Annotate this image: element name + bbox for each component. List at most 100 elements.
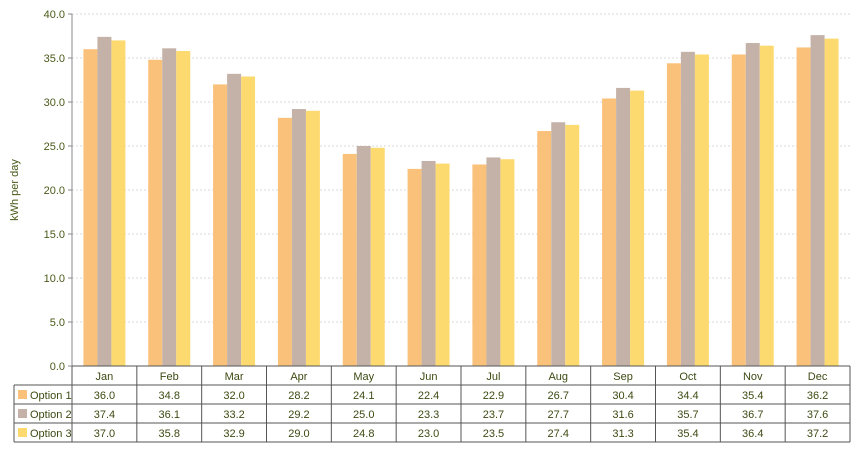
y-axis-title: kWh per day bbox=[9, 159, 21, 221]
legend-label: Option 2 bbox=[30, 409, 72, 421]
x-category-label: Aug bbox=[548, 371, 568, 383]
x-category-label: Dec bbox=[808, 371, 828, 383]
data-table-value: 32.0 bbox=[223, 390, 244, 402]
data-table-value: 31.6 bbox=[612, 409, 633, 421]
data-table-value: 36.1 bbox=[159, 409, 180, 421]
y-tick-label: 25.0 bbox=[44, 141, 65, 153]
data-table-value: 26.7 bbox=[548, 390, 569, 402]
bar bbox=[227, 73, 242, 366]
x-category-label: Jan bbox=[96, 371, 114, 383]
bar bbox=[486, 157, 501, 366]
y-tick-label: 5.0 bbox=[50, 317, 65, 329]
bar bbox=[356, 146, 371, 366]
bar bbox=[342, 153, 357, 366]
data-table-value: 32.9 bbox=[223, 428, 244, 440]
bar bbox=[551, 122, 566, 367]
x-category-label: Mar bbox=[225, 371, 244, 383]
bar bbox=[213, 84, 228, 367]
bar bbox=[97, 36, 112, 366]
data-table-value: 27.4 bbox=[548, 428, 569, 440]
data-table-value: 27.7 bbox=[548, 409, 569, 421]
y-tick-label: 30.0 bbox=[44, 97, 65, 109]
data-table-value: 35.8 bbox=[159, 428, 180, 440]
bar bbox=[407, 168, 422, 366]
bar bbox=[630, 90, 645, 366]
bar bbox=[565, 124, 580, 366]
data-table-value: 23.0 bbox=[418, 428, 439, 440]
y-tick-label: 0.0 bbox=[50, 361, 65, 373]
bar bbox=[277, 117, 292, 366]
data-table-value: 34.8 bbox=[159, 390, 180, 402]
bar bbox=[694, 54, 709, 366]
bar bbox=[537, 131, 552, 366]
bar bbox=[370, 147, 385, 366]
x-category-label: Nov bbox=[743, 371, 763, 383]
data-table-value: 23.5 bbox=[483, 428, 504, 440]
legend-label: Option 3 bbox=[30, 428, 72, 440]
y-tick-label: 35.0 bbox=[44, 53, 65, 65]
bar bbox=[472, 164, 487, 366]
data-table-value: 24.8 bbox=[353, 428, 374, 440]
data-table-value: 34.4 bbox=[677, 390, 698, 402]
bar bbox=[666, 63, 681, 366]
bar bbox=[241, 76, 256, 366]
bar bbox=[305, 110, 320, 366]
bar bbox=[759, 45, 774, 367]
legend-label: Option 1 bbox=[30, 390, 72, 402]
bar bbox=[680, 51, 695, 367]
bar bbox=[111, 40, 126, 367]
legend-key bbox=[18, 390, 27, 399]
data-table-value: 35.4 bbox=[677, 428, 698, 440]
bar bbox=[824, 38, 839, 366]
data-table-value: 36.0 bbox=[94, 390, 115, 402]
data-table-value: 29.2 bbox=[288, 409, 309, 421]
data-table-value: 36.2 bbox=[807, 390, 828, 402]
x-category-label: Sep bbox=[613, 371, 633, 383]
bar bbox=[176, 50, 191, 367]
data-table-value: 22.9 bbox=[483, 390, 504, 402]
data-table-value: 33.2 bbox=[223, 409, 244, 421]
x-category-label: Jun bbox=[420, 371, 438, 383]
data-table-value: 30.4 bbox=[612, 390, 633, 402]
y-tick-label: 20.0 bbox=[44, 185, 65, 197]
data-table-value: 36.4 bbox=[742, 428, 763, 440]
bar bbox=[500, 159, 515, 366]
data-table-value: 24.1 bbox=[353, 390, 374, 402]
bar bbox=[291, 109, 306, 366]
bar bbox=[162, 48, 177, 366]
data-table-value: 23.3 bbox=[418, 409, 439, 421]
data-table-value: 37.6 bbox=[807, 409, 828, 421]
x-category-label: May bbox=[353, 371, 374, 383]
data-table-value: 25.0 bbox=[353, 409, 374, 421]
legend-key bbox=[18, 428, 27, 437]
data-table-value: 31.3 bbox=[612, 428, 633, 440]
bar bbox=[731, 54, 746, 366]
data-table-value: 22.4 bbox=[418, 390, 439, 402]
x-category-label: Oct bbox=[679, 371, 696, 383]
bar bbox=[602, 98, 617, 366]
y-tick-label: 15.0 bbox=[44, 229, 65, 241]
bar bbox=[83, 49, 98, 366]
data-table-value: 35.7 bbox=[677, 409, 698, 421]
y-tick-label: 10.0 bbox=[44, 273, 65, 285]
bar bbox=[148, 59, 163, 366]
bar bbox=[796, 47, 811, 366]
bar bbox=[421, 160, 436, 366]
legend-key bbox=[18, 409, 27, 418]
data-table-value: 28.2 bbox=[288, 390, 309, 402]
bar bbox=[435, 163, 450, 366]
data-table-value: 23.7 bbox=[483, 409, 504, 421]
bar bbox=[745, 43, 760, 366]
data-table-value: 36.7 bbox=[742, 409, 763, 421]
x-category-label: Jul bbox=[486, 371, 500, 383]
data-table-value: 37.0 bbox=[94, 428, 115, 440]
y-tick-label: 40.0 bbox=[44, 9, 65, 21]
data-table-value: 29.0 bbox=[288, 428, 309, 440]
data-table-value: 35.4 bbox=[742, 390, 763, 402]
x-category-label: Apr bbox=[290, 371, 307, 383]
x-category-label: Feb bbox=[160, 371, 179, 383]
bar bbox=[616, 87, 631, 367]
data-table-value: 37.4 bbox=[94, 409, 115, 421]
